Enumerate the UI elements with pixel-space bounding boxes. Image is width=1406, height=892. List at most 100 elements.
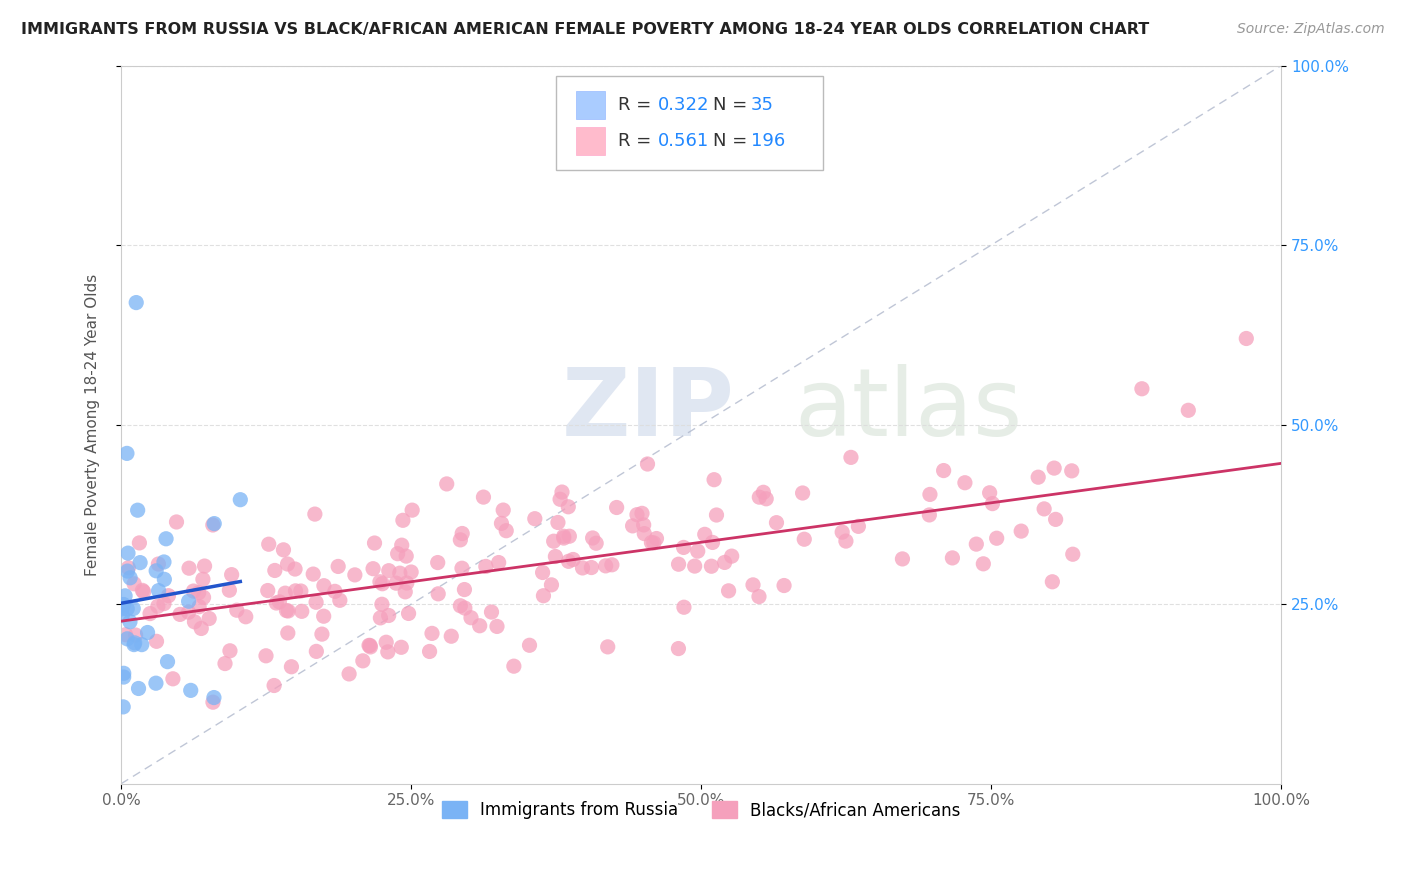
- Point: [547, 516, 569, 530]
- Point: [221, 567, 243, 582]
- Point: [153, 555, 176, 569]
- Point: [941, 550, 963, 565]
- Point: [112, 666, 135, 681]
- Point: [111, 608, 134, 623]
- Point: [700, 559, 723, 574]
- Point: [395, 549, 418, 563]
- Point: [683, 559, 706, 574]
- Point: [492, 503, 515, 517]
- Point: [1045, 512, 1067, 526]
- Text: N =: N =: [713, 132, 752, 150]
- Point: [394, 584, 416, 599]
- Point: [752, 485, 775, 500]
- Point: [839, 450, 862, 465]
- Point: [720, 549, 742, 563]
- Point: [485, 619, 508, 633]
- Text: 0.322: 0.322: [658, 96, 710, 114]
- Point: [595, 558, 617, 573]
- Text: ZIP: ZIP: [562, 364, 735, 457]
- Point: [395, 576, 418, 591]
- Point: [269, 595, 291, 609]
- Point: [370, 611, 392, 625]
- Point: [755, 491, 778, 506]
- Point: [202, 516, 225, 531]
- Point: [475, 559, 498, 574]
- Point: [1040, 574, 1063, 589]
- Point: [385, 576, 408, 591]
- Point: [621, 519, 644, 533]
- Text: 35: 35: [751, 96, 773, 114]
- Point: [153, 572, 176, 586]
- Point: [633, 517, 655, 532]
- Point: [1033, 502, 1056, 516]
- Point: [125, 295, 148, 310]
- Point: [548, 492, 571, 507]
- Point: [543, 534, 565, 549]
- Point: [277, 626, 299, 640]
- Point: [193, 559, 215, 574]
- Point: [468, 619, 491, 633]
- Point: [606, 500, 628, 515]
- Point: [693, 527, 716, 541]
- Point: [136, 625, 159, 640]
- Point: [420, 626, 443, 640]
- Point: [631, 507, 654, 521]
- Point: [132, 585, 155, 599]
- Point: [1234, 331, 1257, 345]
- Point: [329, 593, 352, 607]
- Point: [502, 659, 524, 673]
- Text: 196: 196: [751, 132, 785, 150]
- Point: [193, 591, 215, 605]
- Point: [440, 629, 463, 643]
- Point: [557, 500, 579, 514]
- Point: [343, 567, 366, 582]
- FancyBboxPatch shape: [576, 91, 605, 120]
- Point: [668, 641, 690, 656]
- Point: [918, 508, 941, 522]
- Point: [368, 574, 391, 589]
- Point: [148, 583, 170, 598]
- Point: [540, 578, 562, 592]
- Point: [596, 640, 619, 654]
- Point: [553, 529, 575, 543]
- Point: [491, 516, 513, 531]
- Point: [180, 683, 202, 698]
- Point: [481, 605, 503, 619]
- FancyBboxPatch shape: [557, 77, 823, 169]
- Point: [188, 599, 211, 614]
- Point: [118, 615, 141, 629]
- Text: 0.561: 0.561: [658, 132, 710, 150]
- Point: [122, 638, 145, 652]
- Point: [277, 557, 299, 571]
- Point: [146, 599, 169, 614]
- Point: [401, 503, 423, 517]
- Point: [831, 525, 853, 540]
- Point: [291, 604, 314, 618]
- Point: [183, 584, 205, 599]
- Point: [256, 583, 278, 598]
- Text: Source: ZipAtlas.com: Source: ZipAtlas.com: [1237, 22, 1385, 37]
- Y-axis label: Female Poverty Among 18-24 Year Olds: Female Poverty Among 18-24 Year Olds: [86, 274, 100, 576]
- Point: [706, 508, 728, 522]
- Point: [363, 536, 385, 550]
- Point: [352, 654, 374, 668]
- Point: [1130, 382, 1153, 396]
- Point: [668, 558, 690, 572]
- Point: [388, 566, 411, 581]
- Point: [112, 598, 135, 612]
- Point: [377, 608, 399, 623]
- Point: [111, 602, 134, 616]
- Point: [377, 645, 399, 659]
- Point: [114, 628, 136, 642]
- Point: [562, 552, 585, 566]
- Point: [544, 549, 567, 564]
- Point: [1043, 461, 1066, 475]
- Point: [1177, 403, 1199, 417]
- Point: [127, 503, 149, 517]
- Point: [312, 609, 335, 624]
- Text: R =: R =: [617, 132, 657, 150]
- Point: [304, 507, 326, 521]
- Point: [449, 599, 471, 613]
- Point: [979, 485, 1001, 500]
- Point: [128, 681, 150, 696]
